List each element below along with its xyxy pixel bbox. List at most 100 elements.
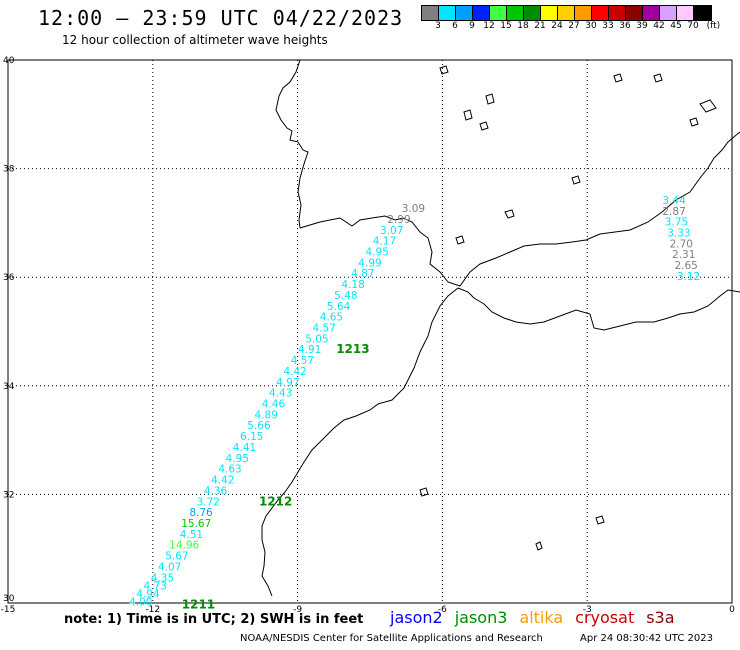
island: [504, 209, 515, 219]
swh-observation: 4.17: [373, 236, 396, 248]
footer-credit: NOAA/NESDIS Center for Satellite Applica…: [240, 633, 543, 644]
island: [535, 541, 543, 551]
map-frame: [7, 59, 733, 604]
color-scale-label: 36: [619, 21, 631, 31]
color-scale-swatch: [694, 6, 711, 20]
swh-observation: 4.91: [298, 344, 321, 356]
island: [595, 515, 605, 525]
color-scale-swatch: [558, 6, 575, 20]
swh-observation: 4.95: [366, 246, 389, 258]
color-scale-swatch: [643, 6, 660, 20]
coastline-iberia-south: [299, 131, 740, 287]
island: [653, 73, 663, 83]
satellite-legend-entry: cryosat: [575, 608, 635, 627]
color-scale-label: 24: [551, 21, 563, 31]
lat-tick-label: 40: [3, 56, 15, 66]
color-scale-label: 18: [517, 21, 529, 31]
lon-tick-label: 0: [729, 605, 735, 615]
axis-labels: -15 -12 -9 -6 -3 0 40 38 36 34 32 30: [1, 56, 735, 615]
swh-observation: 4.07: [158, 561, 181, 573]
satellite-legend-entry: altika: [519, 608, 564, 627]
lat-tick-label: 30: [3, 594, 15, 604]
coastline-north-africa: [457, 287, 740, 331]
swh-observation: 4.73: [144, 580, 167, 592]
coastline: [261, 59, 740, 597]
color-scale-swatch: [507, 6, 524, 20]
island: [699, 99, 717, 113]
swh-observation: 4.99: [358, 257, 381, 269]
color-scale-label: 9: [469, 21, 475, 31]
color-scale-label: 33: [602, 21, 614, 31]
swh-observation: 5.05: [305, 333, 328, 345]
swh-observation: 3.33: [667, 227, 690, 239]
swh-observation: 4.42: [211, 475, 234, 487]
swh-observation: 4.36: [204, 485, 228, 497]
color-scale-swatch: [626, 6, 643, 20]
lat-tick-label: 36: [3, 273, 15, 283]
satellite-legend-entry: jason3: [454, 608, 508, 627]
color-scale-unit: (ft): [706, 21, 721, 31]
swh-observation: 6.15: [240, 431, 263, 443]
island: [463, 109, 473, 121]
color-scale-swatch: [660, 6, 677, 20]
lon-tick-label: -6: [438, 605, 447, 615]
color-scale-swatch: [439, 6, 456, 20]
swh-observation: 3.44: [662, 195, 686, 207]
lon-tick-label: -9: [293, 605, 302, 615]
swh-observation: 15.67: [181, 518, 211, 530]
swh-observation: 5.67: [165, 551, 188, 563]
color-scale-label: 21: [534, 21, 546, 31]
swh-observation: 4.89: [255, 409, 278, 421]
coastline-morocco: [261, 287, 459, 597]
color-scale-swatch: [490, 6, 507, 20]
color-scale-swatch: [592, 6, 609, 20]
color-scale-swatch: [456, 6, 473, 20]
swh-observation: 4.57: [312, 323, 335, 335]
pass-number-label: 1212: [259, 494, 292, 508]
swh-observation: 4.94: [136, 589, 160, 601]
swh-observation: 4.43: [269, 388, 292, 400]
color-scale-label: 3: [435, 21, 441, 31]
lat-tick-label: 38: [3, 165, 15, 175]
lat-tick-label: 34: [3, 382, 15, 392]
map-gridlines: [7, 59, 733, 604]
swh-observation: 3.07: [380, 225, 403, 237]
island: [689, 117, 699, 127]
swh-observation: 5.64: [327, 301, 351, 313]
color-scale-label: 30: [585, 21, 597, 31]
color-scale-swatch: [524, 6, 541, 20]
color-scale-label: 27: [568, 21, 580, 31]
satellite-legend: jason2 jason3 altika cryosat s3a: [390, 608, 687, 627]
lon-tick-label: -15: [1, 605, 16, 615]
color-scale-swatch: [677, 6, 694, 20]
swh-observation: 2.70: [670, 238, 693, 250]
color-scale-label: 39: [636, 21, 648, 31]
swh-observation: 4.65: [320, 312, 343, 324]
swh-observation: 2.31: [672, 249, 695, 261]
color-scale-swatch: [575, 6, 592, 20]
color-scale-bar: [421, 5, 712, 21]
satellite-legend-entry: s3a: [646, 608, 675, 627]
footer-note: note: 1) Time is in UTC; 2) SWH is in fe…: [64, 612, 364, 627]
lat-tick-label: 32: [3, 490, 14, 500]
island: [571, 175, 581, 185]
island: [485, 93, 495, 105]
satellite-legend-entry: jason2: [390, 608, 443, 627]
swh-observation: 5.48: [334, 290, 357, 302]
island: [455, 235, 465, 245]
swh-observation: 4.87: [351, 268, 374, 280]
color-scale-swatch: [609, 6, 626, 20]
color-scale-label: 45: [670, 21, 682, 31]
swh-observation: 4.35: [151, 572, 174, 584]
color-scale-swatch: [541, 6, 558, 20]
observations-layer: 3.092.993.074.174.954.994.874.185.485.64…: [129, 195, 700, 609]
swh-observation: 4.18: [341, 279, 364, 291]
color-scale-label: 42: [653, 21, 665, 31]
pass-number-label: 1213: [336, 342, 369, 356]
swh-observation: 4.95: [226, 453, 249, 465]
swh-observation: 4.41: [233, 442, 256, 454]
swh-observation: 3.75: [665, 217, 688, 229]
swh-observation: 3.09: [402, 203, 425, 215]
island: [613, 73, 623, 83]
